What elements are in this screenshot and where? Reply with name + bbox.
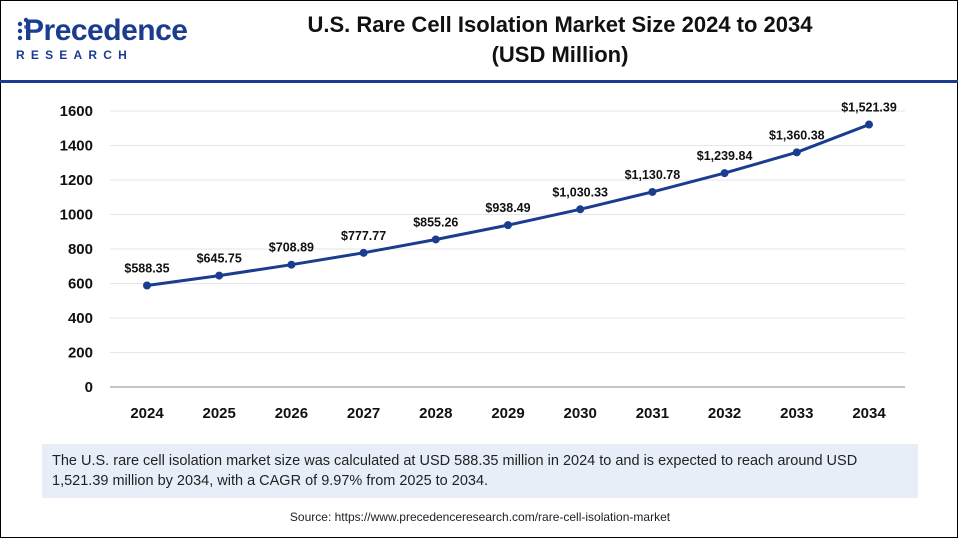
data-point-2031 bbox=[648, 187, 657, 196]
x-tick-label-2028: 2028 bbox=[419, 405, 452, 422]
y-tick-label-1000: 1000 bbox=[60, 207, 93, 224]
source-text: Source: https://www.precedenceresearch.c… bbox=[289, 510, 671, 524]
y-tick-label-800: 800 bbox=[68, 241, 93, 258]
data-point-2032 bbox=[720, 169, 729, 178]
y-tick-label-400: 400 bbox=[68, 310, 93, 327]
data-label-2029: $938.49 bbox=[485, 201, 530, 215]
data-label-2034: $1,521.39 bbox=[841, 101, 897, 115]
data-point-2027 bbox=[359, 248, 368, 257]
data-points bbox=[143, 120, 873, 290]
y-tick-label-1200: 1200 bbox=[60, 172, 93, 189]
x-tick-label-2029: 2029 bbox=[491, 405, 524, 422]
data-point-2029 bbox=[504, 221, 512, 230]
data-point-2026 bbox=[287, 260, 296, 269]
y-tick-label-1600: 1600 bbox=[60, 103, 93, 120]
data-label-2024: $588.35 bbox=[124, 262, 169, 276]
x-tick-label-2033: 2033 bbox=[780, 405, 813, 422]
logo-initial: P bbox=[24, 14, 44, 47]
y-tick-label-0: 0 bbox=[85, 379, 93, 396]
x-tick-label-2030: 2030 bbox=[564, 405, 597, 422]
chart-title-line1: U.S. Rare Cell Isolation Market Size 202… bbox=[307, 12, 813, 37]
header-divider bbox=[0, 80, 958, 83]
chart-title: U.S. Rare Cell Isolation Market Size 202… bbox=[230, 10, 890, 70]
data-point-2028 bbox=[431, 235, 440, 244]
x-tick-label-2024: 2024 bbox=[130, 405, 164, 422]
x-tick-label-2034: 2034 bbox=[852, 405, 886, 422]
data-label-2025: $645.75 bbox=[197, 252, 242, 266]
data-label-2032: $1,239.84 bbox=[697, 149, 753, 163]
x-tick-label-2032: 2032 bbox=[708, 405, 741, 422]
data-label-2028: $855.26 bbox=[413, 215, 458, 229]
y-tick-label-1400: 1400 bbox=[60, 138, 93, 155]
logo-subtitle: RESEARCH bbox=[16, 48, 133, 62]
data-label-2026: $708.89 bbox=[269, 241, 314, 255]
logo-word-rest: recedence bbox=[43, 14, 188, 47]
logo-wordmark: Precedence bbox=[14, 14, 188, 47]
y-tick-label-600: 600 bbox=[68, 276, 93, 293]
data-label-2030: $1,030.33 bbox=[552, 185, 608, 199]
data-label-2031: $1,130.78 bbox=[625, 168, 681, 182]
x-tick-label-2025: 2025 bbox=[203, 405, 236, 422]
grid-lines bbox=[110, 110, 905, 353]
data-label-2027: $777.77 bbox=[341, 229, 386, 243]
brand-logo: Precedence RESEARCH bbox=[14, 14, 188, 64]
x-tick-label-2026: 2026 bbox=[275, 405, 308, 422]
data-point-2034 bbox=[865, 120, 873, 129]
x-tick-label-2027: 2027 bbox=[347, 405, 380, 422]
data-point-2025 bbox=[215, 271, 224, 280]
summary-box: The U.S. rare cell isolation market size… bbox=[42, 444, 918, 498]
y-tick-label-200: 200 bbox=[68, 345, 93, 362]
data-labels: $588.35 $645.75 $708.89 $777.77 $855.26 $938.… bbox=[124, 101, 896, 276]
data-label-2033: $1,360.38 bbox=[769, 128, 825, 142]
x-axis-ticks: 2024 2025 2026 2027 2028 2029 2030 2031 2032 2033… bbox=[130, 405, 886, 422]
logo-dots-icon bbox=[17, 17, 29, 41]
data-point-2030 bbox=[576, 205, 585, 214]
y-axis-ticks: 0 200 400 600 800 1000 1200 1400 1600 bbox=[60, 103, 93, 396]
chart-title-line2: (USD Million) bbox=[491, 42, 629, 67]
data-point-2024 bbox=[143, 281, 151, 290]
x-tick-label-2031: 2031 bbox=[636, 405, 669, 422]
data-point-2033 bbox=[792, 148, 801, 157]
